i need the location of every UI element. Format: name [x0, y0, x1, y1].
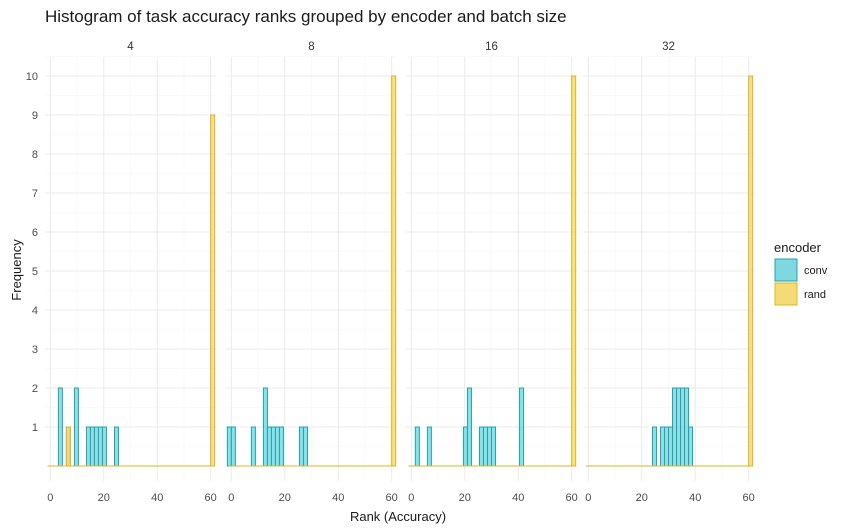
histogram-bar-conv: [462, 426, 468, 467]
histogram-bar-conv: [684, 387, 690, 467]
histogram-bar-conv: [73, 387, 79, 467]
legend-entry-conv: conv: [774, 258, 828, 282]
histogram-bar-conv: [230, 426, 236, 467]
histogram-bar-conv: [266, 426, 272, 467]
legend-entries: conv rand: [774, 258, 828, 306]
series-rand: [585, 75, 754, 467]
series-rand: [408, 75, 577, 467]
y-tick-label: 5: [32, 266, 38, 278]
y-tick-label: 9: [32, 110, 38, 122]
x-tick-label: 0: [408, 492, 414, 504]
legend-title: encoder: [774, 240, 822, 255]
histogram-bar-conv: [478, 426, 484, 467]
histogram-bar-conv: [101, 426, 107, 467]
y-tick-label: 8: [32, 149, 38, 161]
histogram-bar-conv: [262, 387, 268, 467]
y-tick-label: 6: [32, 227, 38, 239]
facet-panel-8: 8 0 20 40 60: [226, 41, 398, 504]
histogram-bar-conv: [113, 426, 119, 467]
x-tick-label: 60: [205, 492, 217, 504]
histogram-bar-conv: [486, 426, 492, 467]
y-tick-label: 7: [32, 188, 38, 200]
x-tick-label: 40: [689, 492, 701, 504]
histogram-bar-conv: [466, 387, 472, 467]
chart-title: Histogram of task accuracy ranks grouped…: [45, 7, 567, 26]
histogram-bar-conv: [97, 426, 103, 467]
histogram-bar-conv: [414, 426, 420, 467]
series-rand: [47, 114, 216, 467]
x-tick-label: 60: [566, 492, 578, 504]
histogram-bar-conv: [85, 426, 91, 467]
histogram-bar-conv: [250, 426, 256, 467]
histogram-bar-conv: [226, 426, 232, 467]
legend: encoder conv rand: [774, 240, 828, 306]
y-tick-label: 10: [26, 71, 38, 83]
histogram-bar-conv: [676, 387, 682, 467]
histogram-bar-conv: [663, 426, 669, 467]
histogram-bar-conv: [270, 426, 276, 467]
x-tick-label: 60: [386, 492, 398, 504]
histogram-bar-conv: [278, 426, 284, 467]
x-tick-label: 20: [636, 492, 648, 504]
x-tick-label: 0: [228, 492, 234, 504]
legend-label-conv: conv: [804, 265, 828, 277]
histogram-bar-conv: [659, 426, 665, 467]
legend-key-conv: [774, 258, 798, 282]
histogram-bar-conv: [298, 426, 304, 467]
facet-strip-label: 4: [127, 41, 134, 53]
histogram-bar-conv: [93, 426, 99, 467]
x-tick-label: 20: [459, 492, 471, 504]
histogram-bar-conv: [482, 426, 488, 467]
legend-label-rand: rand: [804, 289, 826, 301]
histogram-bar-conv: [491, 426, 497, 467]
y-tick-label: 1: [32, 422, 38, 434]
y-tick-label: 2: [32, 383, 38, 395]
x-tick-label: 0: [585, 492, 591, 504]
histogram-bar-conv: [680, 387, 686, 467]
histogram-bar-conv: [668, 426, 674, 467]
facet-strip-label: 8: [308, 41, 314, 53]
histogram-bar-conv: [302, 426, 308, 467]
histogram-bar-conv: [426, 426, 432, 467]
legend-entry-rand: rand: [774, 282, 826, 306]
facet-strip-label: 16: [485, 41, 498, 53]
histogram-bar-rand: [391, 75, 397, 467]
histogram-bar-conv: [688, 426, 694, 467]
histogram-bar-rand: [571, 75, 577, 467]
histogram-bar-conv: [519, 387, 525, 467]
y-axis-title: Frequency: [9, 239, 24, 301]
histogram-bar-rand: [210, 114, 216, 467]
facet-panel-16: 16 0 20 40 60: [406, 41, 578, 504]
x-tick-label: 40: [151, 492, 163, 504]
histogram-bar-conv: [89, 426, 95, 467]
x-tick-label: 60: [743, 492, 755, 504]
histogram-bar-rand: [748, 75, 754, 467]
histogram-bar-rand: [65, 426, 71, 467]
histogram-bar-conv: [274, 426, 280, 467]
histogram-bar-conv: [651, 426, 657, 467]
y-tick-label: 4: [32, 305, 38, 317]
histogram-bar-conv: [57, 387, 63, 467]
x-tick-label: 20: [279, 492, 291, 504]
legend-key-rand: [774, 282, 798, 306]
x-tick-label: 20: [98, 492, 110, 504]
x-tick-label: 40: [512, 492, 524, 504]
x-axis-title: Rank (Accuracy): [350, 509, 446, 524]
y-axis: 1 2 3 4 5 6 7 8 9 10: [26, 71, 38, 434]
y-tick-label: 3: [32, 344, 38, 356]
series-conv: [408, 387, 576, 467]
histogram-bar-conv: [672, 387, 678, 467]
x-tick-label: 0: [47, 492, 53, 504]
series-rand: [228, 75, 397, 467]
facet-strip-label: 32: [662, 41, 675, 53]
x-tick-label: 40: [332, 492, 344, 504]
facet-panel-4: 40 20 40 60: [45, 41, 217, 504]
facet-panel-32: 32 0 20 40 60: [583, 41, 755, 504]
